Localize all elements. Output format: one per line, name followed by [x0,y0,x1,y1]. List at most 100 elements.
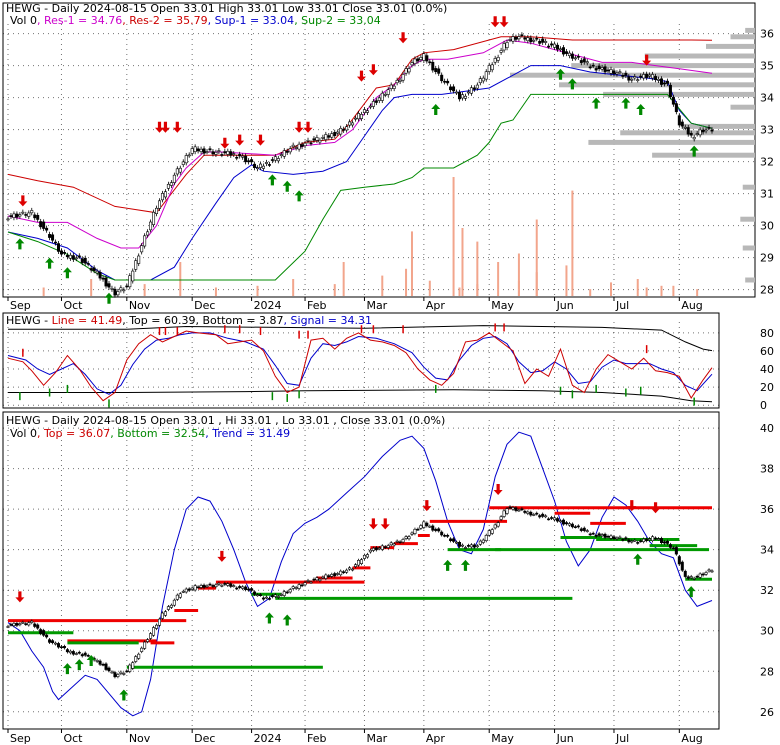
price-candle-body [357,113,361,120]
price-candle-body [395,79,399,84]
trend-candle-body [683,570,687,577]
price-y-tick-label: 31 [760,188,774,201]
price-candle-body [529,37,533,43]
price-candle-body [279,154,283,157]
trend-candle-body [178,593,182,598]
trend-candle-body [56,643,60,648]
trend-candle-body [238,586,242,588]
price-candle-body [318,139,322,143]
sell-arrow-icon [493,483,503,495]
price-candle-body [642,74,646,79]
trend-candle-body [532,514,536,516]
price-candle-body [86,263,90,265]
trend-candle-body [633,539,637,542]
price-candle-body [351,122,355,126]
trend-candle-body [665,540,669,544]
volume-bar [405,268,408,296]
trend-candle-body [54,642,58,645]
trend-candle-body [51,640,55,644]
volume-profile-bar [745,277,755,283]
buy-arrow-icon [686,586,696,598]
price-candle-body [639,75,643,78]
x-tick-label: Jun [556,299,574,312]
header-sep: , [218,414,222,427]
price-candle-body [65,255,69,258]
trend-candle-body [155,624,159,629]
trend-candle-body [110,671,114,674]
trend-candle-body [291,586,295,589]
trend-candle-body [368,549,372,553]
trend-candle-body [339,570,343,576]
x-tick-label: Jul [615,299,629,312]
price-candle-body [674,103,678,113]
trend-panel-frame [2,411,720,730]
sell-arrow-icon [398,32,408,44]
trend-candle-body [556,518,560,522]
price-candle-body [683,126,687,129]
osc-line [7,330,713,402]
price-candle-body [74,257,78,260]
trend-candle-body [686,576,690,579]
price-candle-body [487,65,491,72]
price-candle-body [576,56,580,58]
header-sep: , [333,414,340,427]
price-candle-body [567,52,571,56]
price-candle-body [499,50,503,53]
price-candle-body [437,68,441,74]
trend-candle-body [101,663,105,666]
trend-candle-body [86,655,90,657]
sell-arrow-icon [368,64,378,76]
price-signals [15,16,699,304]
trend-header-low: 33.01 [298,414,330,427]
trend-candle-body [460,544,464,547]
x-tick-label: Apr [426,299,446,312]
price-candle-body [12,213,16,218]
trend-candle-body [131,662,135,669]
price-candle-body [371,101,375,107]
price-candle-body [229,151,233,156]
volume-bar [461,228,464,296]
price-candle-body [21,211,25,214]
trend-candle-body [193,585,197,591]
trend-header-open: 33.01 [183,414,215,427]
x-tick-label: Aug [681,732,702,745]
price-candle-body [665,80,669,84]
trend-candle-body [707,569,711,572]
volume-bar [589,289,592,296]
trend-candle-body [511,507,515,510]
price-candle-body [324,134,328,140]
trend-candle-body [371,547,375,551]
trend-y-tick-label: 34 [760,544,774,557]
trend-candle-body [496,522,500,527]
trend-candle-body [520,508,524,511]
osc-y-tick-label: 60 [760,345,774,358]
price-candle-body [214,151,218,155]
trend-candle-body [74,653,78,655]
price-candle-body [354,117,358,120]
price-candle-body [348,121,352,126]
price-candle-body [184,155,188,164]
sell-arrow-icon [642,54,652,66]
price-candle-body [547,45,551,48]
price-y-tick-label: 33 [760,124,774,137]
price-candle-body [392,85,396,89]
volume-bar [636,279,639,296]
price-candle-body [238,154,242,157]
trend-candle-body [523,510,527,513]
price-candle-body [490,64,494,71]
trend-candle-body [648,538,652,541]
volume-bar [696,289,699,296]
price-candle-body [475,84,479,89]
trend-candle-body [567,523,571,526]
trend-candle-body [416,528,420,531]
price-candle-body [535,37,539,40]
trend-candle-body [208,583,212,586]
price-candle-body [401,74,405,81]
trend-candle-body [624,537,628,540]
price-candle-body [633,76,637,79]
volume-bar [660,285,663,296]
trend-candle-body [472,544,476,548]
buy-arrow-icon [62,663,72,675]
volume-bar [672,285,675,296]
trend-y-axis: 26 28 30 32 34 36 38 40 [760,422,774,719]
